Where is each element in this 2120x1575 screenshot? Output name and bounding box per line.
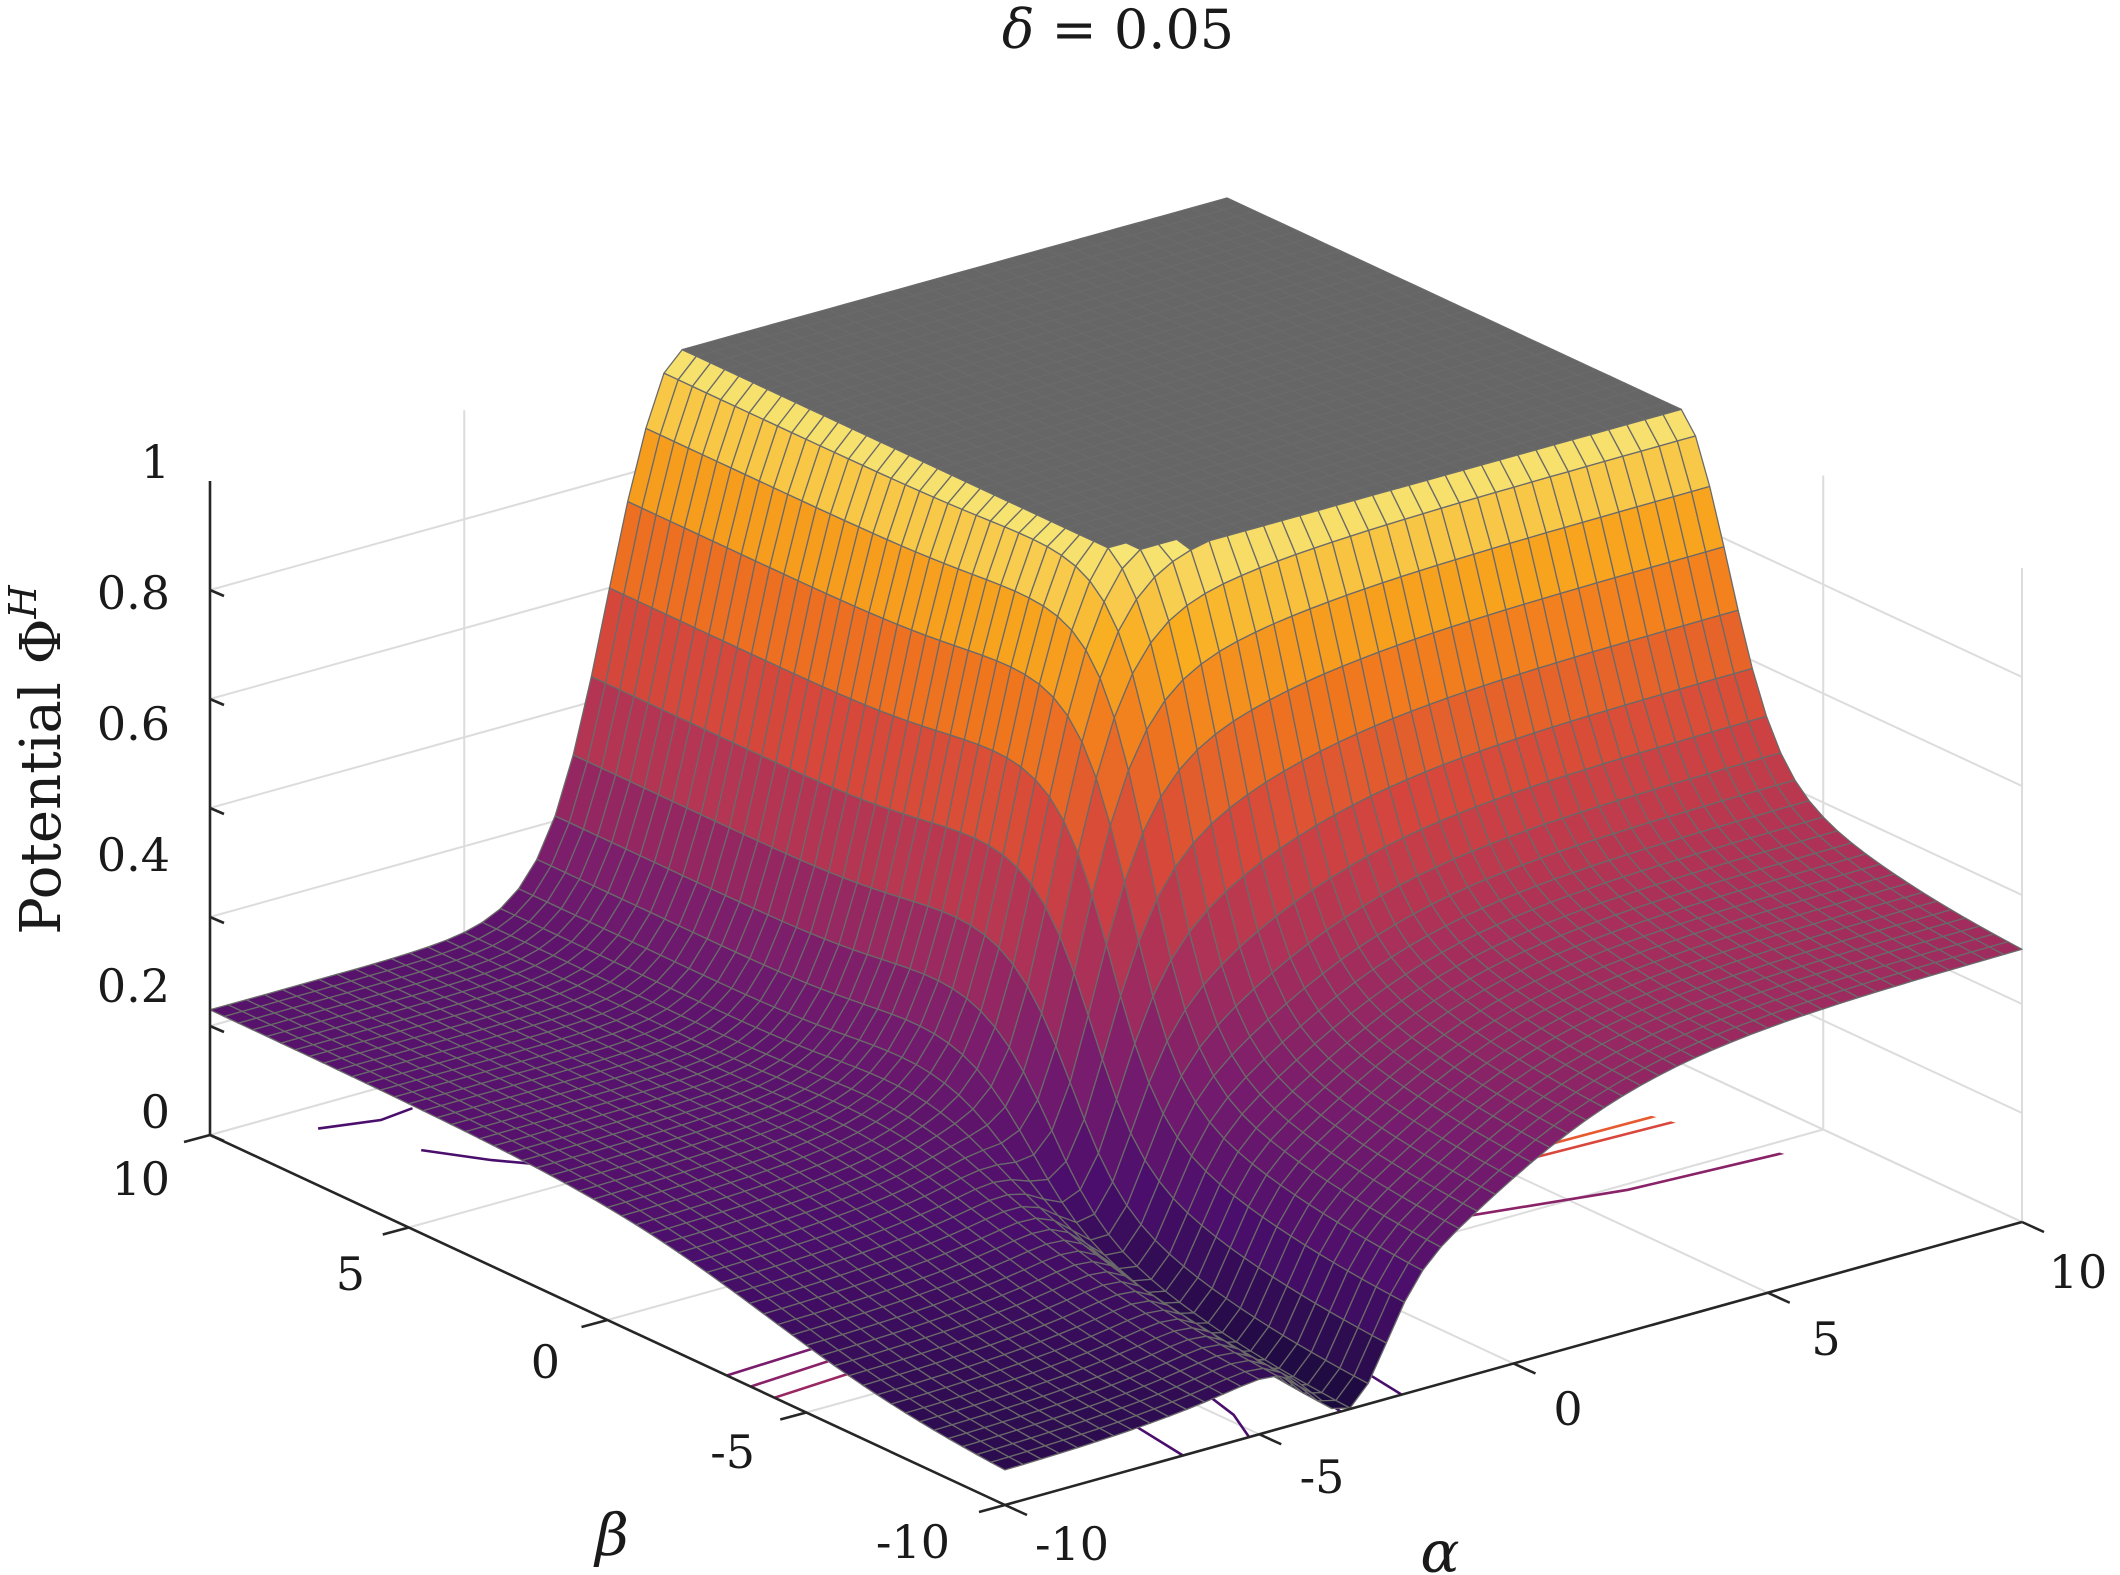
beta-tick-label: 10 (111, 1152, 170, 1206)
z-tick-mark (209, 915, 225, 925)
alpha-tick-mark (1767, 1291, 1791, 1304)
beta-tick-mark (581, 1318, 608, 1329)
contour-line (1207, 1394, 1251, 1438)
alpha-tick-label: -5 (1300, 1450, 1345, 1504)
alpha-tick-mark (1512, 1362, 1537, 1375)
alpha-tick-label: 0 (1553, 1382, 1582, 1436)
chart-title-variable: δ (1002, 0, 1035, 61)
beta-tick-label: -10 (876, 1515, 950, 1569)
z-tick-label: 0.8 (97, 566, 170, 620)
tick-labels: 0 0.2 0.4 0.6 0.8 1 10 5 0 -5 -10 -10 -5… (97, 435, 2107, 1571)
beta-tick-mark (978, 1503, 1006, 1514)
alpha-tick-mark (1258, 1433, 1282, 1446)
chart-title-value: = 0.05 (1034, 0, 1234, 61)
alpha-axis-label: α (1420, 1518, 1459, 1575)
z-axis-label-superscript: H (1, 584, 45, 619)
alpha-tick-label: 5 (1811, 1312, 1840, 1366)
chart-title: δ = 0.05 (1002, 0, 1234, 61)
surface-facet (1988, 941, 2023, 956)
alpha-tick-mark (2021, 1220, 2045, 1234)
z-tick-mark (209, 697, 225, 707)
z-tick-label: 0.6 (97, 697, 170, 751)
surface-mesh (209, 197, 2023, 1471)
z-tick-label: 0 (141, 1085, 170, 1139)
beta-tick-mark (779, 1411, 807, 1421)
beta-tick-label: 0 (531, 1335, 560, 1389)
z-axis-label: Potential ΦH (1, 584, 74, 934)
beta-tick-label: 5 (336, 1247, 365, 1301)
beta-tick-label: -5 (710, 1425, 755, 1479)
alpha-tick-label: -10 (1035, 1517, 1109, 1571)
alpha-tick-label: 10 (2049, 1245, 2108, 1299)
z-tick-label: 1 (141, 435, 170, 489)
beta-tick-mark (382, 1226, 410, 1236)
z-tick-mark (209, 588, 225, 598)
z-tick-label: 0.4 (97, 828, 170, 882)
alpha-tick-mark (1004, 1503, 1028, 1517)
z-tick-mark (209, 1024, 225, 1034)
z-tick-mark (209, 806, 225, 816)
beta-axis-label: β (593, 1501, 629, 1569)
contour-line (317, 1106, 413, 1130)
z-axis-label-text: Potential Φ (9, 618, 74, 934)
z-tick-label: 0.2 (97, 959, 170, 1013)
axes (183, 481, 2045, 1517)
beta-tick-mark (183, 1133, 211, 1144)
